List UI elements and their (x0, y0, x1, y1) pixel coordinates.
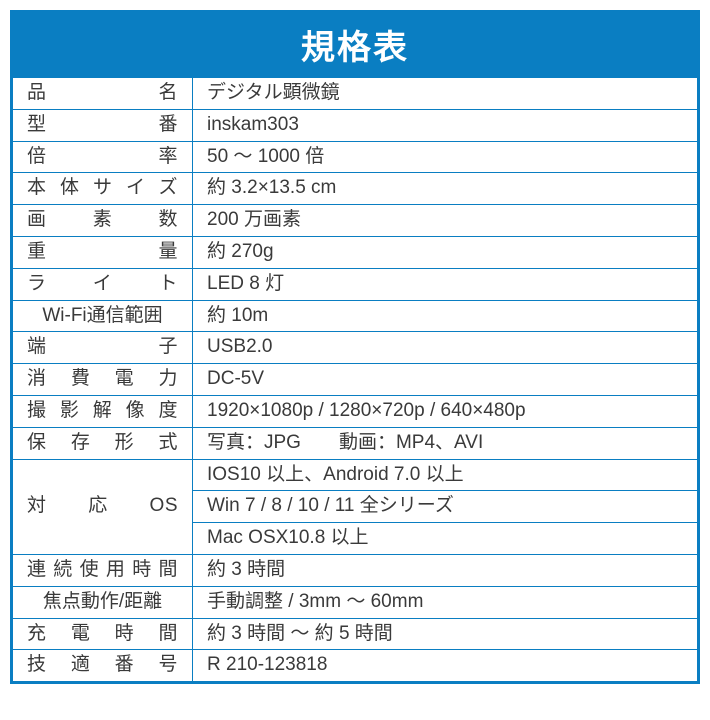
table-row: 保存形式写真：JPG 動画：MP4、AVI (13, 427, 698, 459)
table-row: 品名デジタル顕微鏡 (13, 78, 698, 110)
spec-label: 消費電力 (13, 364, 193, 396)
spec-value: 約 3.2×13.5 cm (193, 173, 698, 205)
spec-label: 端子 (13, 332, 193, 364)
spec-label: 焦点動作/距離 (13, 586, 193, 618)
spec-value: 1920×1080p / 1280×720p / 640×480p (193, 395, 698, 427)
table-row: 技適番号R 210-123818 (13, 650, 698, 682)
table-row: 倍率50 〜 1000 倍 (13, 141, 698, 173)
spec-label: 撮影解像度 (13, 395, 193, 427)
spec-value: デジタル顕微鏡 (193, 78, 698, 110)
spec-label: 対応OS (13, 459, 193, 554)
table-row: 充電時間約 3 時間 〜 約 5 時間 (13, 618, 698, 650)
table-row: 端子USB2.0 (13, 332, 698, 364)
spec-label: 保存形式 (13, 427, 193, 459)
spec-value: 約 3 時間 (193, 554, 698, 586)
spec-label: 重量 (13, 236, 193, 268)
spec-value: IOS10 以上、Android 7.0 以上 (193, 459, 698, 491)
spec-value: inskam303 (193, 109, 698, 141)
spec-value: LED 8 灯 (193, 268, 698, 300)
spec-value: Mac OSX10.8 以上 (193, 523, 698, 555)
spec-label: ライト (13, 268, 193, 300)
table-row: 対応OSIOS10 以上、Android 7.0 以上 (13, 459, 698, 491)
spec-value: R 210-123818 (193, 650, 698, 682)
table-row: 重量約 270g (13, 236, 698, 268)
table-row: 画素数200 万画素 (13, 205, 698, 237)
spec-label: 品名 (13, 78, 193, 110)
spec-value: 約 10m (193, 300, 698, 332)
table-row: 撮影解像度1920×1080p / 1280×720p / 640×480p (13, 395, 698, 427)
spec-value: 手動調整 / 3mm 〜 60mm (193, 586, 698, 618)
spec-label: 倍率 (13, 141, 193, 173)
spec-value: DC-5V (193, 364, 698, 396)
spec-label: 型番 (13, 109, 193, 141)
spec-label: 技適番号 (13, 650, 193, 682)
spec-label: Wi-Fi通信範囲 (13, 300, 193, 332)
table-row: 本体サイズ約 3.2×13.5 cm (13, 173, 698, 205)
table-title: 規格表 (12, 12, 698, 77)
spec-value: 50 〜 1000 倍 (193, 141, 698, 173)
table-row: 連続使用時間約 3 時間 (13, 554, 698, 586)
spec-table-container: 規格表 品名デジタル顕微鏡型番inskam303倍率50 〜 1000 倍本体サ… (10, 10, 700, 684)
spec-label: 連続使用時間 (13, 554, 193, 586)
table-row: Wi-Fi通信範囲約 10m (13, 300, 698, 332)
table-row: 消費電力DC-5V (13, 364, 698, 396)
table-row: 焦点動作/距離手動調整 / 3mm 〜 60mm (13, 586, 698, 618)
spec-label: 充電時間 (13, 618, 193, 650)
table-row: ライトLED 8 灯 (13, 268, 698, 300)
spec-label: 本体サイズ (13, 173, 193, 205)
spec-value: 写真：JPG 動画：MP4、AVI (193, 427, 698, 459)
spec-value: USB2.0 (193, 332, 698, 364)
table-row: 型番inskam303 (13, 109, 698, 141)
spec-table: 品名デジタル顕微鏡型番inskam303倍率50 〜 1000 倍本体サイズ約 … (12, 77, 698, 682)
spec-label: 画素数 (13, 205, 193, 237)
spec-value: Win 7 / 8 / 10 / 11 全シリーズ (193, 491, 698, 523)
spec-value: 約 3 時間 〜 約 5 時間 (193, 618, 698, 650)
spec-value: 約 270g (193, 236, 698, 268)
spec-value: 200 万画素 (193, 205, 698, 237)
